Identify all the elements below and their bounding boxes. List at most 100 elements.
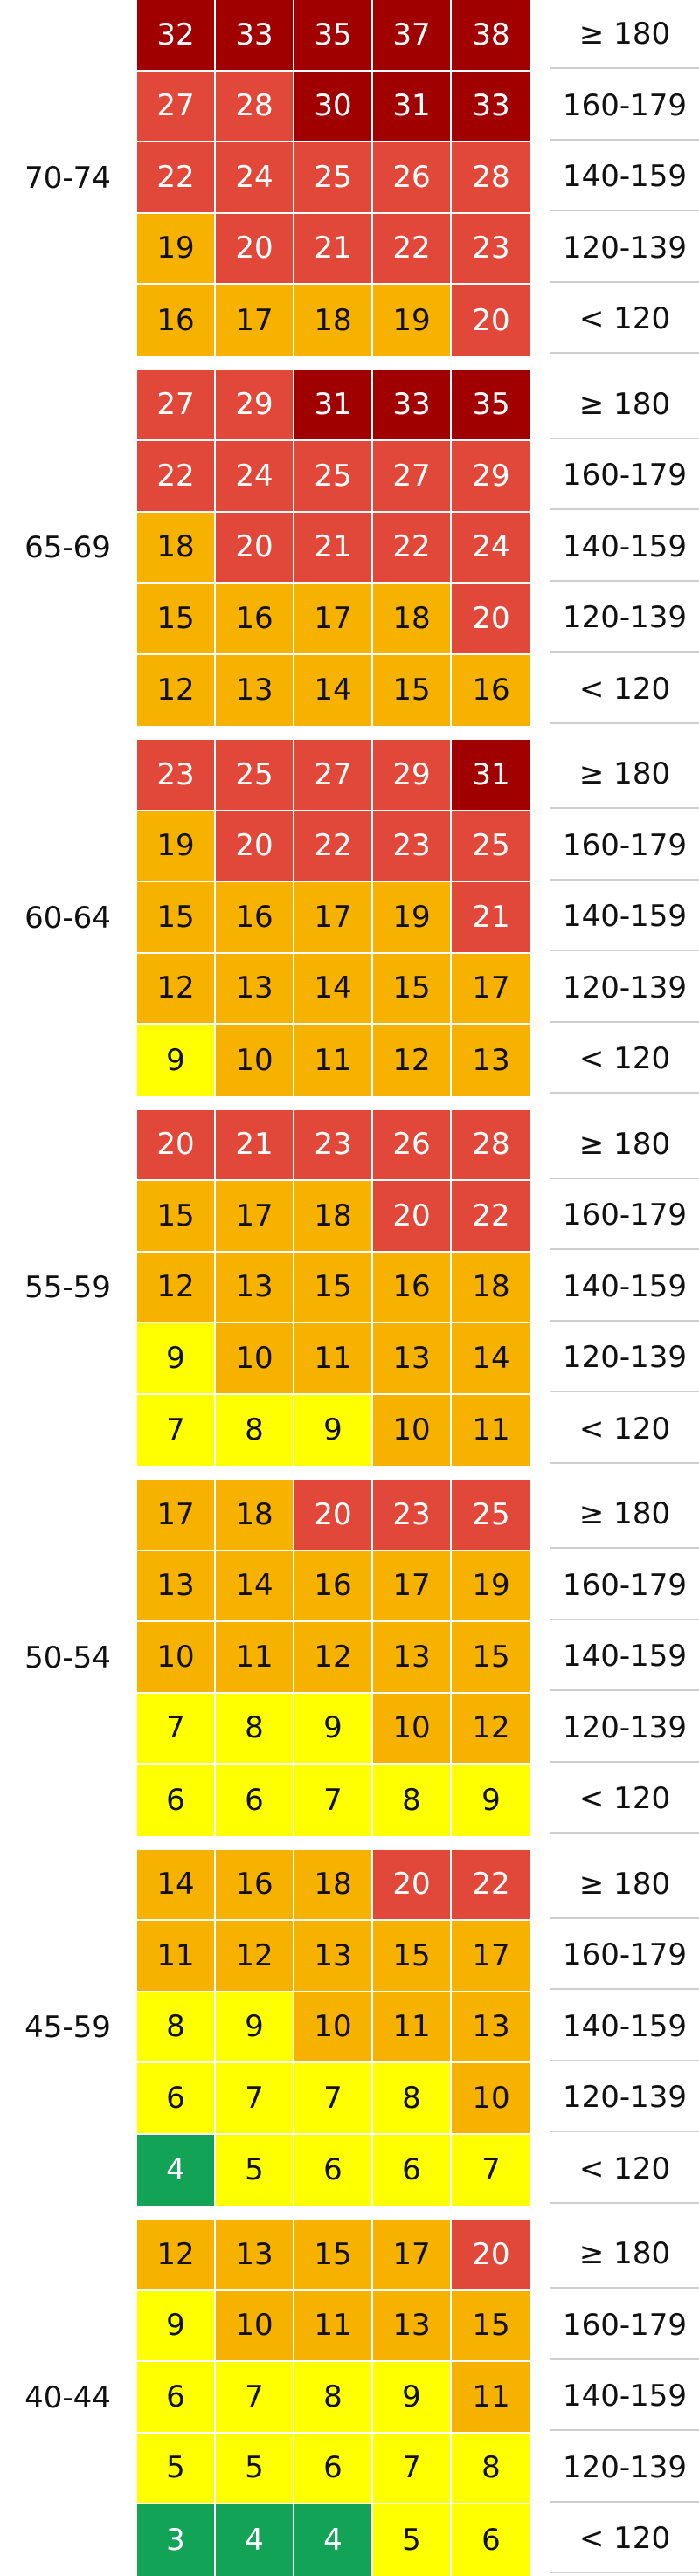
risk-cell: 4	[216, 2504, 294, 2576]
risk-cell: 20	[294, 1480, 373, 1551]
risk-cell: 9	[452, 1765, 530, 1836]
risk-cell: 17	[373, 2220, 452, 2291]
risk-cell: 6	[216, 1765, 294, 1836]
bp-range-label: 160-179	[550, 73, 699, 141]
bp-range-label: 120-139	[550, 1695, 699, 1763]
risk-cell: 10	[216, 1323, 294, 1395]
risk-cell: 16	[216, 1849, 294, 1921]
risk-cell: 9	[137, 1025, 216, 1096]
risk-cell: 9	[294, 1394, 373, 1466]
risk-cell: 28	[216, 71, 294, 142]
risk-cell: 8	[373, 2063, 452, 2135]
risk-cell: 26	[373, 1109, 452, 1181]
risk-cell: 13	[216, 2220, 294, 2291]
risk-cell: 23	[373, 811, 452, 882]
risk-cell: 32	[137, 0, 216, 72]
bp-range-label: ≥ 180	[550, 741, 699, 809]
risk-cell: 5	[216, 2134, 294, 2206]
risk-cell: 5	[373, 2504, 452, 2576]
risk-cell: 18	[373, 584, 452, 655]
risk-cell: 10	[452, 2063, 530, 2135]
bp-range-label: < 120	[550, 1396, 699, 1464]
risk-cell: 6	[137, 2362, 216, 2434]
risk-cell: 11	[452, 1394, 530, 1466]
risk-cell: 28	[452, 1109, 530, 1181]
risk-cell: 10	[373, 1394, 452, 1466]
risk-cell: 8	[216, 1693, 294, 1765]
risk-cell: 17	[452, 1921, 530, 1992]
risk-cell: 29	[373, 740, 452, 811]
risk-cell: 6	[137, 2063, 216, 2135]
bp-range-label: 160-179	[550, 1552, 699, 1620]
risk-cell: 13	[216, 654, 294, 726]
risk-cell: 37	[373, 0, 452, 72]
risk-cell: 5	[137, 2433, 216, 2504]
risk-cell: 7	[373, 2433, 452, 2504]
risk-cell: 6	[373, 2134, 452, 2206]
risk-cell: 15	[137, 882, 216, 954]
risk-cell: 20	[216, 811, 294, 882]
risk-cell: 7	[216, 2063, 294, 2135]
risk-cell: 18	[216, 1480, 294, 1551]
risk-cell: 13	[373, 1622, 452, 1694]
risk-cell: 13	[452, 1992, 530, 2063]
risk-cell: 12	[137, 1252, 216, 1323]
risk-cell: 15	[137, 584, 216, 655]
risk-cell: 11	[294, 2290, 373, 2362]
risk-cell: 9	[294, 1693, 373, 1765]
risk-cell: 15	[452, 2290, 530, 2362]
age-group-label: 45-59	[24, 2010, 111, 2046]
risk-cell: 13	[137, 1550, 216, 1622]
risk-cell: 33	[373, 369, 452, 441]
risk-cell: 8	[294, 2362, 373, 2434]
risk-cell: 10	[294, 1992, 373, 2063]
risk-cell: 22	[373, 512, 452, 584]
risk-cell: 24	[216, 441, 294, 513]
bp-range-label: 160-179	[550, 1922, 699, 1990]
risk-cell: 18	[294, 1181, 373, 1253]
risk-cell: 11	[294, 1025, 373, 1096]
risk-cell: 25	[294, 441, 373, 513]
risk-cell: 12	[137, 2220, 216, 2291]
risk-cell: 20	[452, 285, 530, 356]
bp-range-label: < 120	[550, 2505, 699, 2573]
bp-range-label: < 120	[550, 656, 699, 724]
risk-cell: 17	[294, 584, 373, 655]
risk-cell: 14	[452, 1323, 530, 1395]
risk-cell: 31	[452, 740, 530, 811]
risk-cell: 22	[137, 142, 216, 214]
risk-cell: 7	[294, 1765, 373, 1836]
risk-cell: 11	[373, 1992, 452, 2063]
bp-range-label: < 120	[550, 1765, 699, 1834]
risk-cell: 20	[216, 213, 294, 285]
risk-cell: 23	[373, 1480, 452, 1551]
risk-cell: 20	[216, 512, 294, 584]
risk-cell: 9	[137, 1323, 216, 1395]
risk-cell: 25	[452, 811, 530, 882]
risk-cell: 25	[294, 142, 373, 214]
risk-cell: 15	[294, 1252, 373, 1323]
risk-cell: 11	[216, 1622, 294, 1694]
age-group-label: 40-44	[24, 2379, 111, 2415]
bp-range-label: ≥ 180	[550, 371, 699, 439]
age-group-label: 50-54	[24, 1640, 111, 1675]
risk-cell: 13	[216, 1252, 294, 1323]
risk-cell: 22	[452, 1849, 530, 1921]
risk-cell: 10	[373, 1693, 452, 1765]
risk-cell: 10	[216, 1025, 294, 1096]
risk-cell: 11	[137, 1921, 216, 1992]
risk-cell: 10	[216, 2290, 294, 2362]
risk-cell: 15	[373, 953, 452, 1025]
risk-cell: 24	[216, 142, 294, 214]
risk-cell: 29	[452, 441, 530, 513]
risk-cell: 8	[452, 2433, 530, 2504]
risk-cell: 12	[137, 654, 216, 726]
bp-range-label: < 120	[550, 1026, 699, 1094]
risk-cell: 15	[373, 1921, 452, 1992]
bp-range-label: ≥ 180	[550, 1111, 699, 1179]
risk-cell: 38	[452, 0, 530, 72]
risk-cell: 20	[137, 1109, 216, 1181]
risk-cell: 3	[137, 2504, 216, 2576]
risk-cell: 15	[373, 654, 452, 726]
bp-range-label: ≥ 180	[550, 1, 699, 69]
